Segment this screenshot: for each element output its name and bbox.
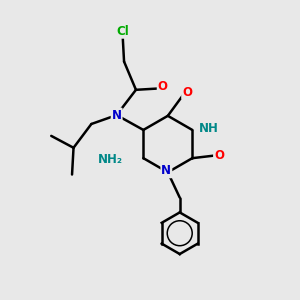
Text: Cl: Cl <box>116 25 129 38</box>
Text: N: N <box>112 109 122 122</box>
Text: NH: NH <box>199 122 219 135</box>
Text: NH₂: NH₂ <box>98 153 123 166</box>
Text: O: O <box>214 149 224 162</box>
Text: O: O <box>158 80 168 93</box>
Text: N: N <box>161 164 171 177</box>
Text: O: O <box>182 85 192 98</box>
